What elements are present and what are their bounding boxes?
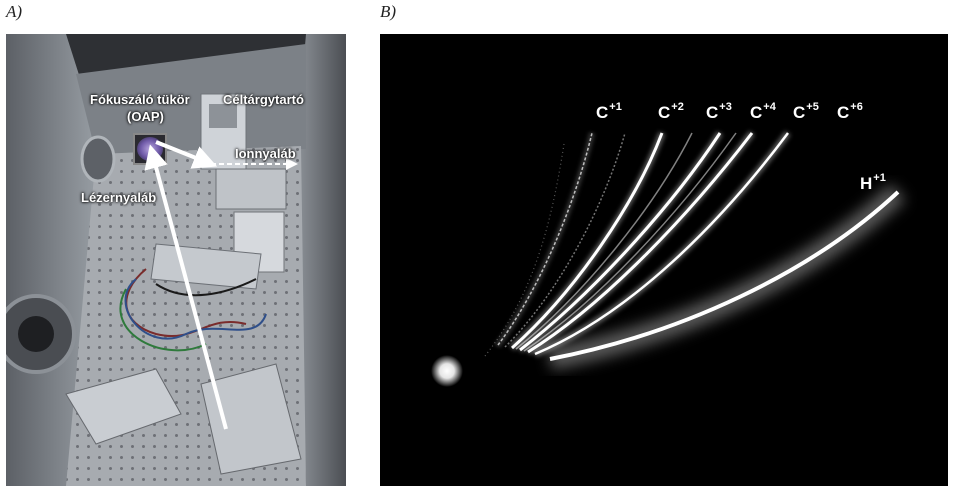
ion-label-c6: C+6 <box>837 101 863 122</box>
ion-label-c2: C+2 <box>658 101 684 122</box>
ion-beam-label: Ionnyaláb <box>235 146 296 161</box>
trace-h1 <box>549 190 900 361</box>
trace-c4 <box>527 132 754 354</box>
mirror-abbreviation-label: (OAP) <box>127 109 164 124</box>
ion-label-c1: C+1 <box>596 101 622 122</box>
ion-label-c5: C+5 <box>793 101 819 122</box>
laser-beam-label: Lézernyaláb <box>81 190 157 205</box>
mirror-label: Fókuszáló tükör <box>90 92 190 107</box>
thomson-traces-drawing <box>431 130 906 387</box>
thomson-parabola-image: C+1 C+2 C+3 C+4 C+5 C+6 H+1 <box>380 34 948 486</box>
trace-c1 <box>497 132 593 346</box>
chamber-photo-drawing <box>6 34 346 486</box>
ion-label-h1: H+1 <box>860 172 886 193</box>
ion-label-c3: C+3 <box>706 101 732 122</box>
target-holder-label: Céltárgytartó <box>223 92 304 107</box>
panel-b-label: B) <box>380 2 397 21</box>
carbon-traces <box>484 130 791 358</box>
trace-c2 <box>511 132 664 350</box>
chamber-photo: Fókuszáló tükör (OAP) Céltárgytartó Ionn… <box>6 34 346 486</box>
ion-label-c4: C+4 <box>750 101 776 122</box>
zero-order-spot <box>431 355 463 387</box>
trace-c5 <box>534 132 790 356</box>
panel-a-label: A) <box>6 2 23 21</box>
trace-c3 <box>519 132 722 352</box>
